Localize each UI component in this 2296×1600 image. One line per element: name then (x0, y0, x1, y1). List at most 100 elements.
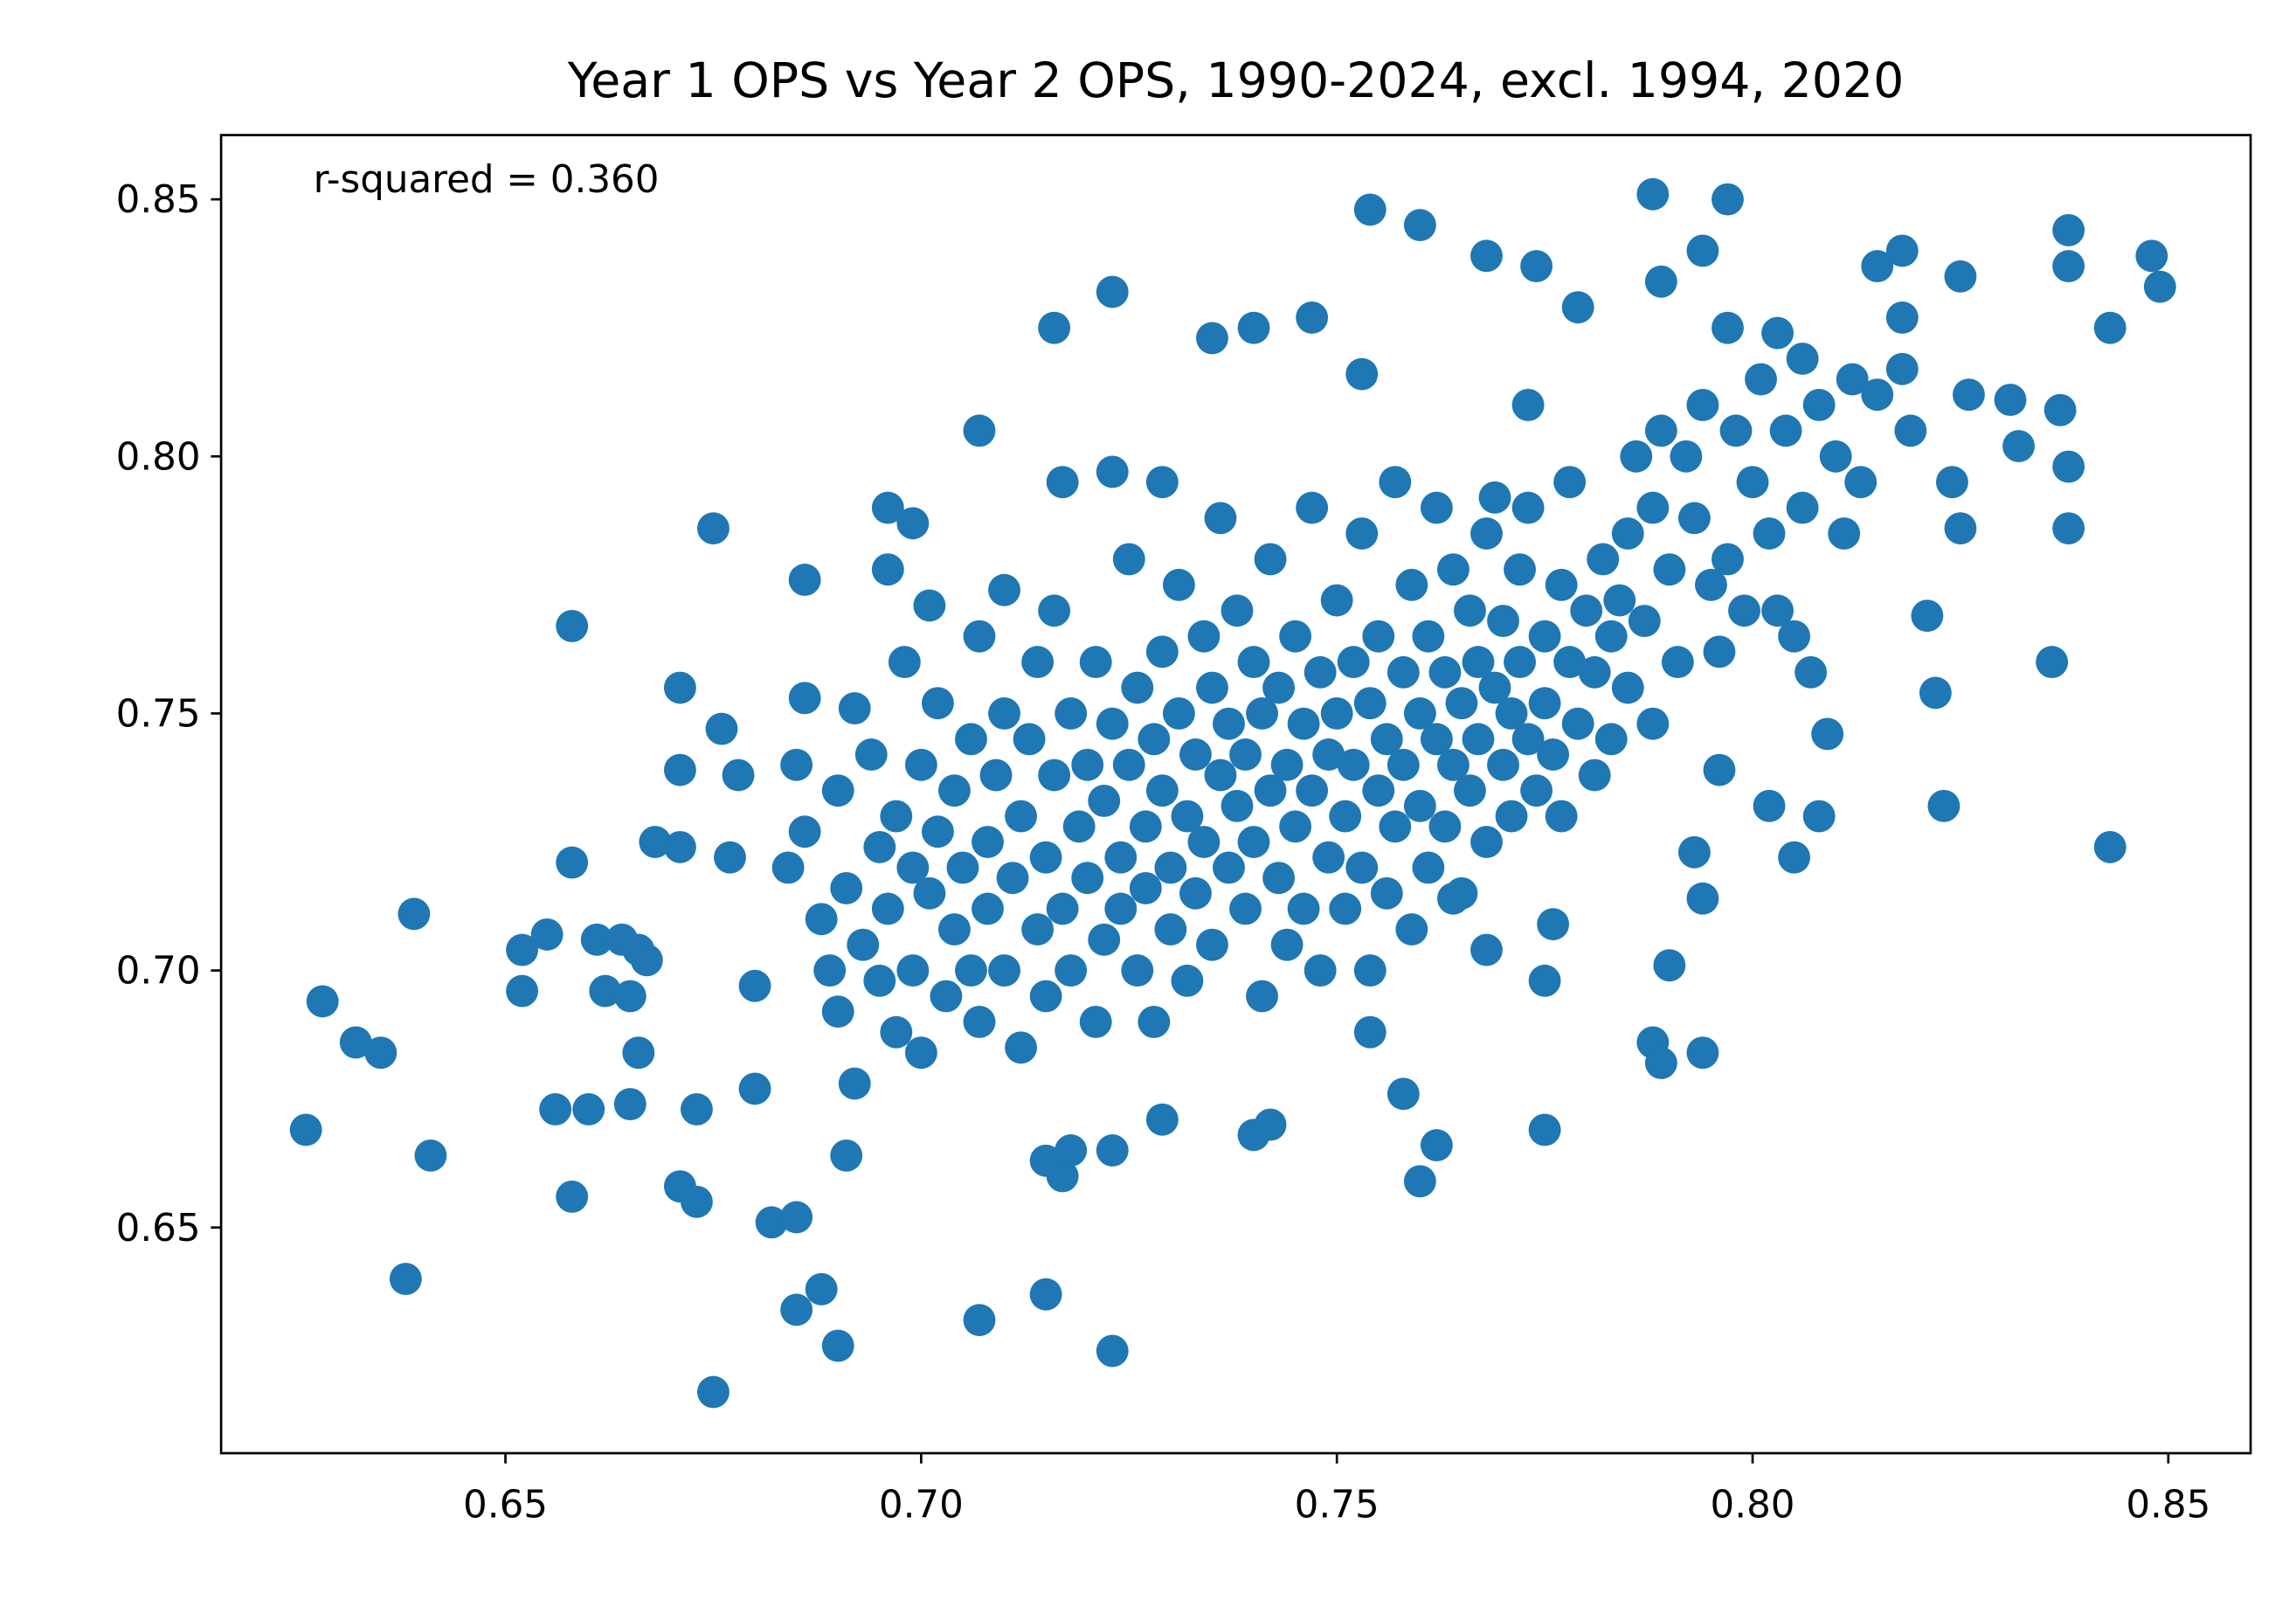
data-point (1644, 1047, 1677, 1079)
data-point (1561, 291, 1594, 324)
data-point (979, 758, 1013, 792)
data-point (630, 944, 663, 977)
data-point (1362, 620, 1395, 653)
data-point (821, 1329, 854, 1362)
data-point (1121, 954, 1154, 987)
data-point (1403, 696, 1436, 730)
data-point (1296, 301, 1329, 334)
data-point (2135, 239, 2168, 273)
data-point (1454, 774, 1486, 807)
data-point (1712, 311, 1744, 344)
data-point (589, 974, 622, 1008)
data-point (1504, 646, 1536, 679)
data-point (871, 553, 904, 586)
data-point (1462, 723, 1495, 756)
data-point (1944, 260, 1977, 293)
data-point (1187, 620, 1221, 653)
data-point (1062, 810, 1096, 843)
data-point (1703, 635, 1736, 668)
data-point (1927, 789, 1961, 822)
data-point (1279, 620, 1312, 653)
data-point (1005, 800, 1037, 833)
data-point (556, 609, 589, 642)
data-point (821, 995, 854, 1029)
data-point (1412, 620, 1445, 653)
data-point (963, 414, 996, 447)
data-point (697, 512, 730, 545)
data-point (1279, 810, 1312, 843)
data-point (1570, 594, 1603, 627)
data-point (780, 1293, 813, 1326)
data-point (414, 1139, 447, 1172)
data-point (854, 738, 888, 771)
data-point (1287, 892, 1320, 925)
data-point (1470, 826, 1503, 858)
data-point (1046, 1160, 1079, 1193)
data-point (2044, 393, 2077, 426)
data-point (1528, 964, 1561, 997)
data-point (1270, 748, 1304, 781)
data-point (1162, 568, 1195, 601)
data-point (1079, 1005, 1112, 1038)
data-point (1013, 723, 1046, 756)
data-point (788, 682, 821, 715)
data-point (2093, 830, 2127, 863)
data-point (1445, 876, 1478, 910)
data-point (771, 851, 805, 884)
data-point (1071, 748, 1104, 781)
data-point (1403, 789, 1436, 822)
data-point (1561, 707, 1594, 740)
data-point (1511, 723, 1545, 756)
data-point (1677, 835, 1711, 869)
data-point (1603, 584, 1636, 617)
data-point (1935, 466, 1968, 499)
data-point (1844, 466, 1878, 499)
data-point (639, 826, 672, 858)
data-point (1353, 193, 1387, 226)
data-point (1154, 851, 1187, 884)
data-point (1079, 646, 1112, 679)
x-tick-label: 0.80 (1711, 1484, 1795, 1527)
data-point (1761, 316, 1794, 350)
data-point (805, 903, 838, 936)
x-tick-label: 0.70 (879, 1484, 964, 1527)
data-point (1055, 1134, 1088, 1167)
data-point (955, 723, 987, 756)
data-point (1154, 913, 1187, 945)
data-point (963, 1304, 996, 1337)
data-point (1653, 949, 1686, 982)
data-point (1545, 800, 1578, 833)
data-point (663, 671, 696, 704)
data-point (1296, 491, 1329, 524)
data-point (921, 815, 954, 848)
data-point (663, 830, 696, 863)
data-point (937, 774, 971, 807)
data-point (705, 712, 738, 745)
data-point (1088, 923, 1121, 956)
data-point (1038, 594, 1071, 627)
data-point (863, 964, 896, 997)
data-point (1221, 789, 1254, 822)
data-point (1162, 696, 1195, 730)
data-point (1712, 543, 1744, 576)
data-point (1861, 250, 1894, 283)
data-point (930, 980, 963, 1013)
data-point (1686, 389, 1719, 421)
data-point (1112, 543, 1145, 576)
data-point (389, 1263, 422, 1296)
data-point (1445, 687, 1478, 720)
data-point (1478, 671, 1511, 704)
data-point (1379, 466, 1412, 499)
data-point (1287, 707, 1320, 740)
data-point (1919, 676, 1952, 710)
data-point (1952, 378, 1985, 412)
y-axis: 0.65 0.70 0.75 0.80 0.85 (116, 178, 222, 1250)
data-point (1345, 851, 1379, 884)
data-point (339, 1026, 372, 1059)
data-point (1795, 655, 1828, 689)
data-point (1329, 892, 1362, 925)
data-point (1129, 872, 1162, 904)
data-point (1470, 933, 1503, 966)
data-point (1511, 389, 1545, 421)
